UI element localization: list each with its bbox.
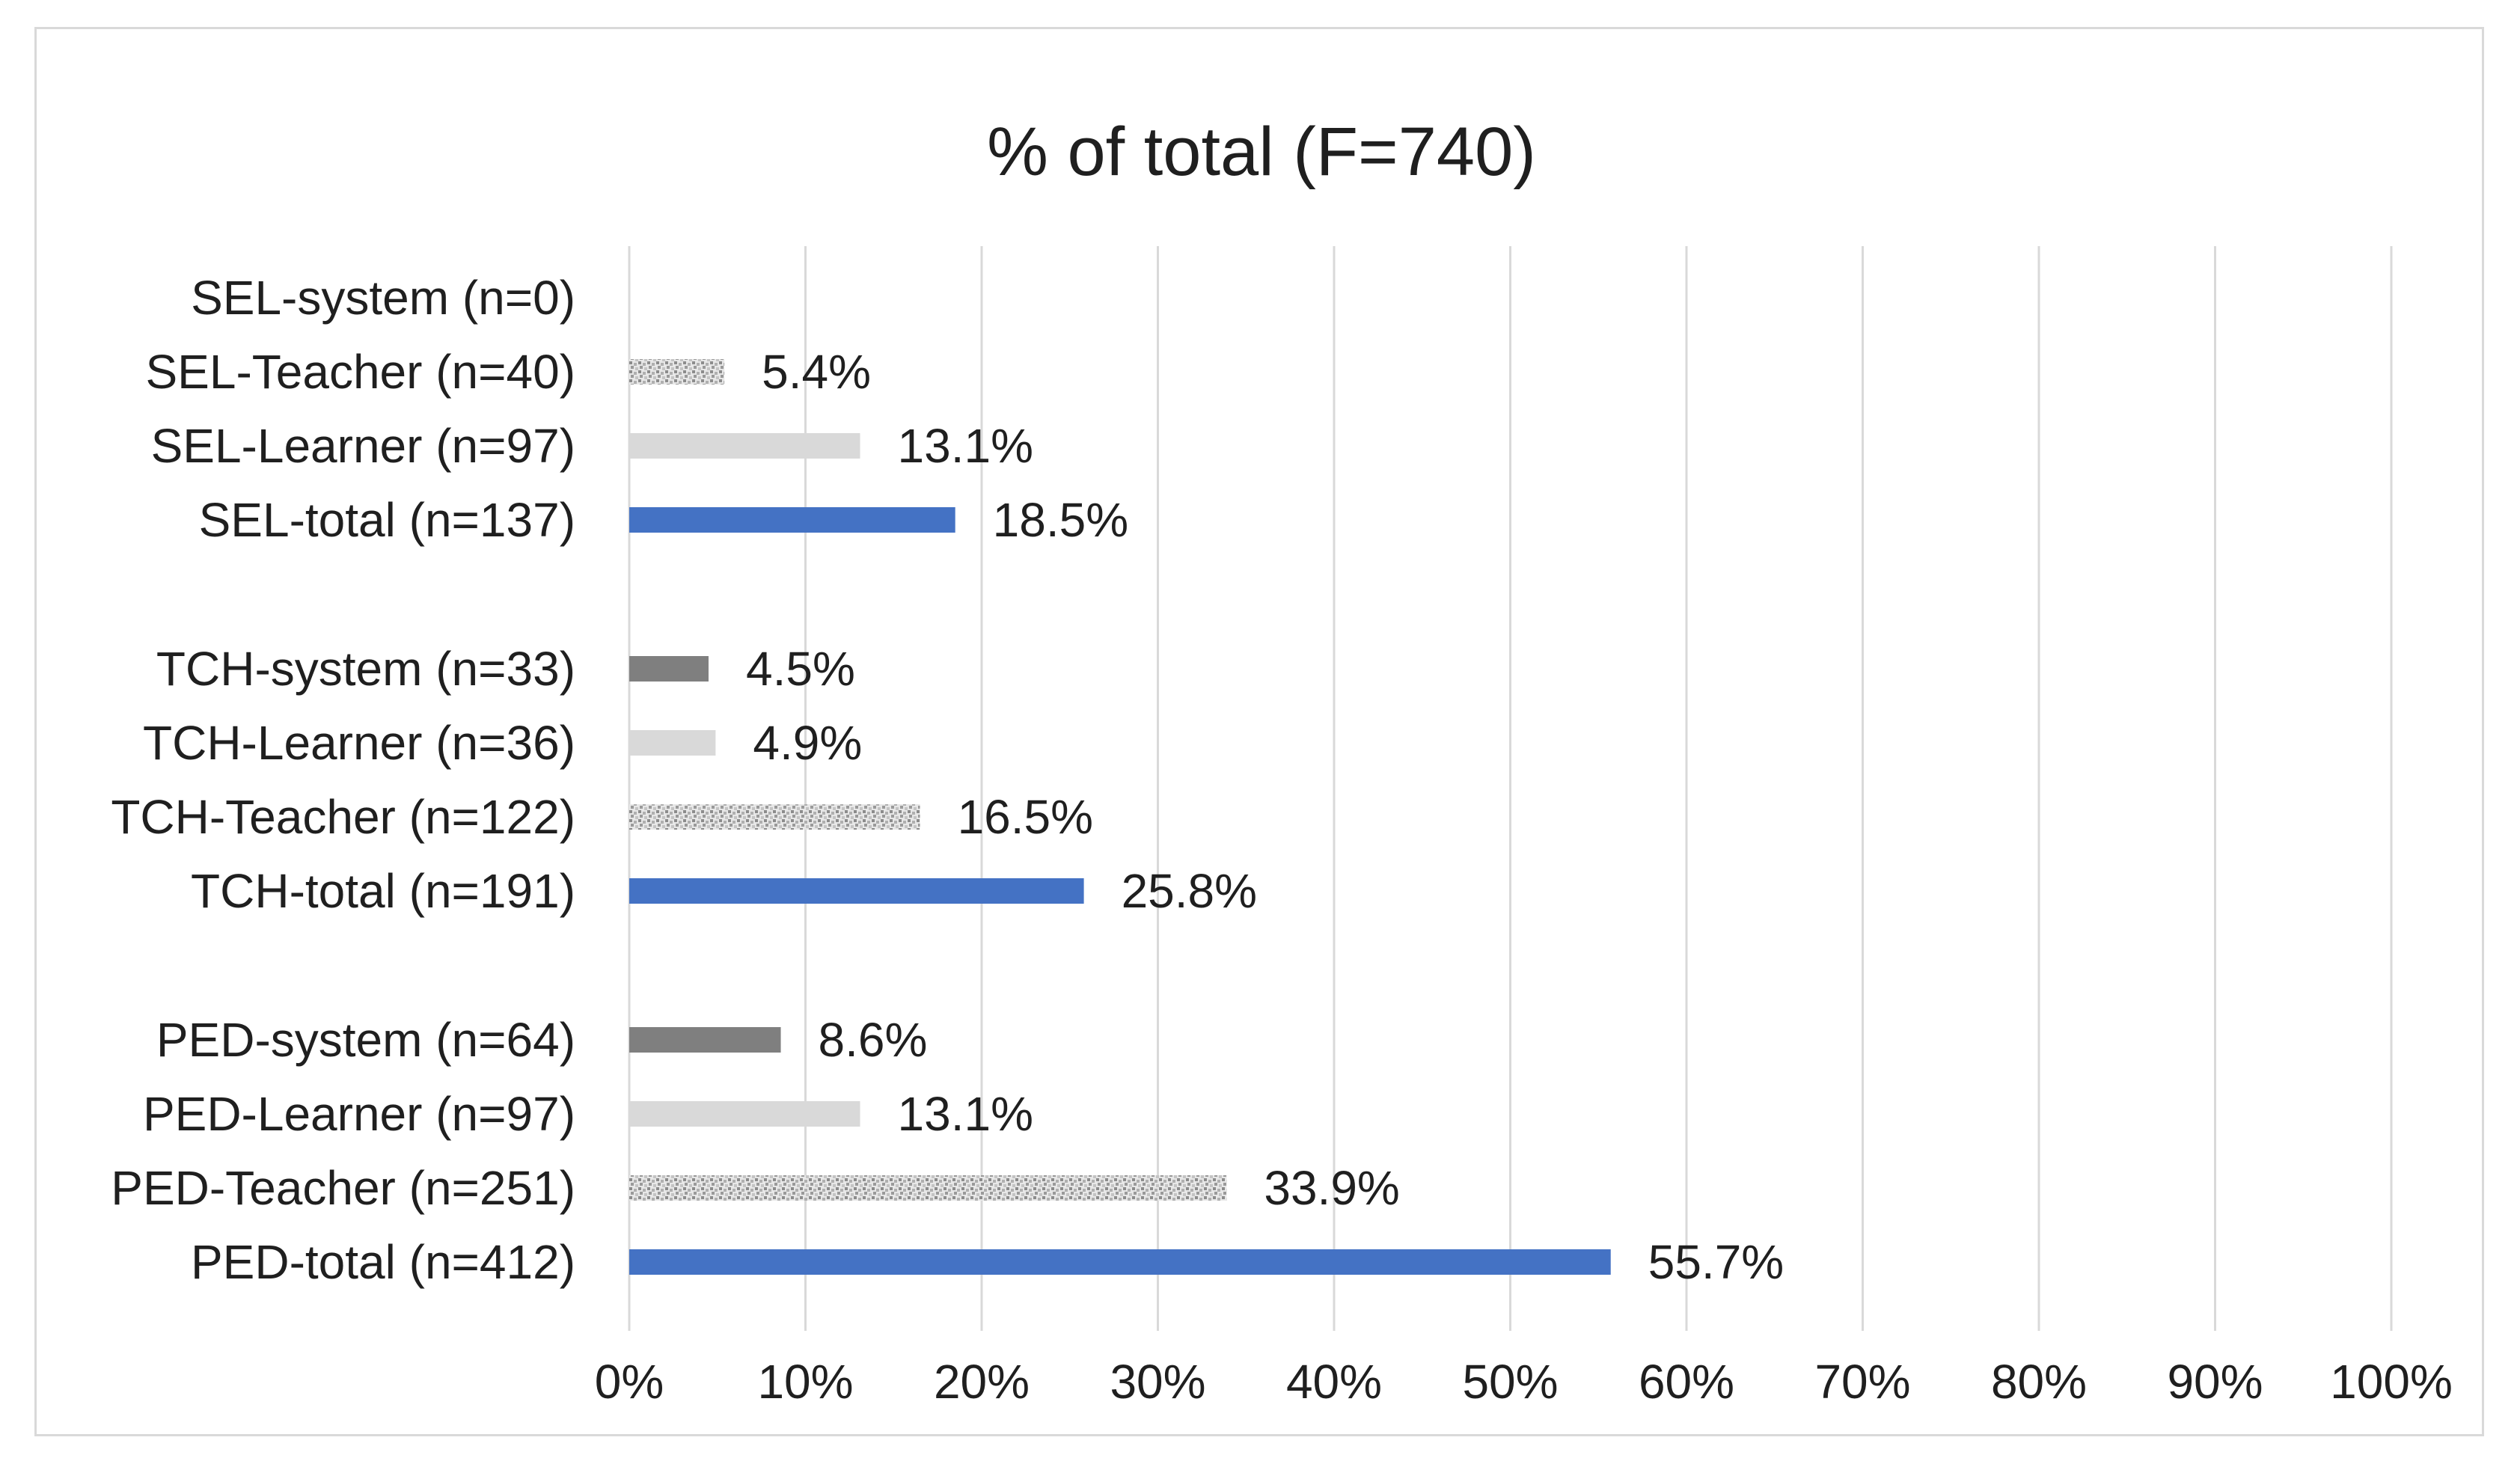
- bar: [629, 1175, 1227, 1201]
- data-labels: 5.4% 13.1% 18.5% 4.5% 4.9% 16.5% 25.8% 8.6% 13.1…: [746, 345, 1784, 1289]
- category-label: SEL-total (n=137): [199, 493, 575, 547]
- bar: [629, 433, 860, 459]
- bar-chart: % of total (F=740) SEL-system (n=0) SEL-T…: [111, 114, 2453, 1409]
- x-tick-label: 20%: [934, 1355, 1030, 1409]
- bar: [629, 1101, 860, 1127]
- x-tick-label: 50%: [1462, 1355, 1558, 1409]
- data-label: 4.5%: [746, 642, 855, 696]
- data-label: 33.9%: [1264, 1161, 1399, 1215]
- data-label: 55.7%: [1648, 1235, 1784, 1289]
- data-label: 5.4%: [762, 345, 871, 399]
- x-tick-label: 80%: [1991, 1355, 2087, 1409]
- category-label: SEL-system (n=0): [191, 271, 575, 325]
- data-label: 25.8%: [1122, 864, 1257, 918]
- chart-title: % of total (F=740): [987, 114, 1536, 190]
- data-label: 13.1%: [898, 419, 1033, 473]
- data-label: 16.5%: [958, 790, 1093, 844]
- x-tick-label: 60%: [1639, 1355, 1734, 1409]
- bars: [629, 359, 1611, 1275]
- category-label: SEL-Learner (n=97): [151, 419, 575, 473]
- bar: [629, 804, 920, 830]
- data-label: 4.9%: [753, 716, 862, 770]
- x-tick-label: 10%: [757, 1355, 853, 1409]
- bar: [629, 507, 955, 533]
- bar: [629, 656, 709, 682]
- gridlines: [628, 246, 2393, 1331]
- category-label: PED-system (n=64): [156, 1013, 575, 1067]
- x-tick-label: 70%: [1814, 1355, 1910, 1409]
- bar: [629, 878, 1084, 904]
- data-label: 13.1%: [898, 1087, 1033, 1141]
- category-label: PED-total (n=412): [191, 1235, 575, 1289]
- category-label: TCH-total (n=191): [191, 864, 575, 918]
- category-label: TCH-Learner (n=36): [143, 716, 575, 770]
- bar: [629, 359, 725, 385]
- category-label: PED-Learner (n=97): [143, 1087, 575, 1141]
- x-axis-ticks: 0% 10% 20% 30% 40% 50% 60% 70% 80% 90% 100%: [595, 1355, 2453, 1409]
- category-label: TCH-Teacher (n=122): [111, 790, 575, 844]
- category-label: TCH-system (n=33): [156, 642, 575, 696]
- category-label: PED-Teacher (n=251): [111, 1161, 575, 1215]
- x-tick-label: 0%: [595, 1355, 664, 1409]
- chart-frame: % of total (F=740) SEL-system (n=0) SEL-T…: [34, 27, 2484, 1436]
- category-label: SEL-Teacher (n=40): [145, 345, 575, 399]
- x-tick-label: 100%: [2330, 1355, 2453, 1409]
- x-tick-label: 30%: [1110, 1355, 1205, 1409]
- data-label: 8.6%: [819, 1013, 928, 1067]
- x-tick-label: 90%: [2167, 1355, 2263, 1409]
- x-tick-label: 40%: [1286, 1355, 1382, 1409]
- bar: [629, 1249, 1611, 1275]
- bar: [629, 1027, 781, 1053]
- bar: [629, 730, 716, 756]
- category-labels: SEL-system (n=0) SEL-Teacher (n=40) SEL-Le…: [111, 271, 575, 1289]
- data-label: 18.5%: [993, 493, 1128, 547]
